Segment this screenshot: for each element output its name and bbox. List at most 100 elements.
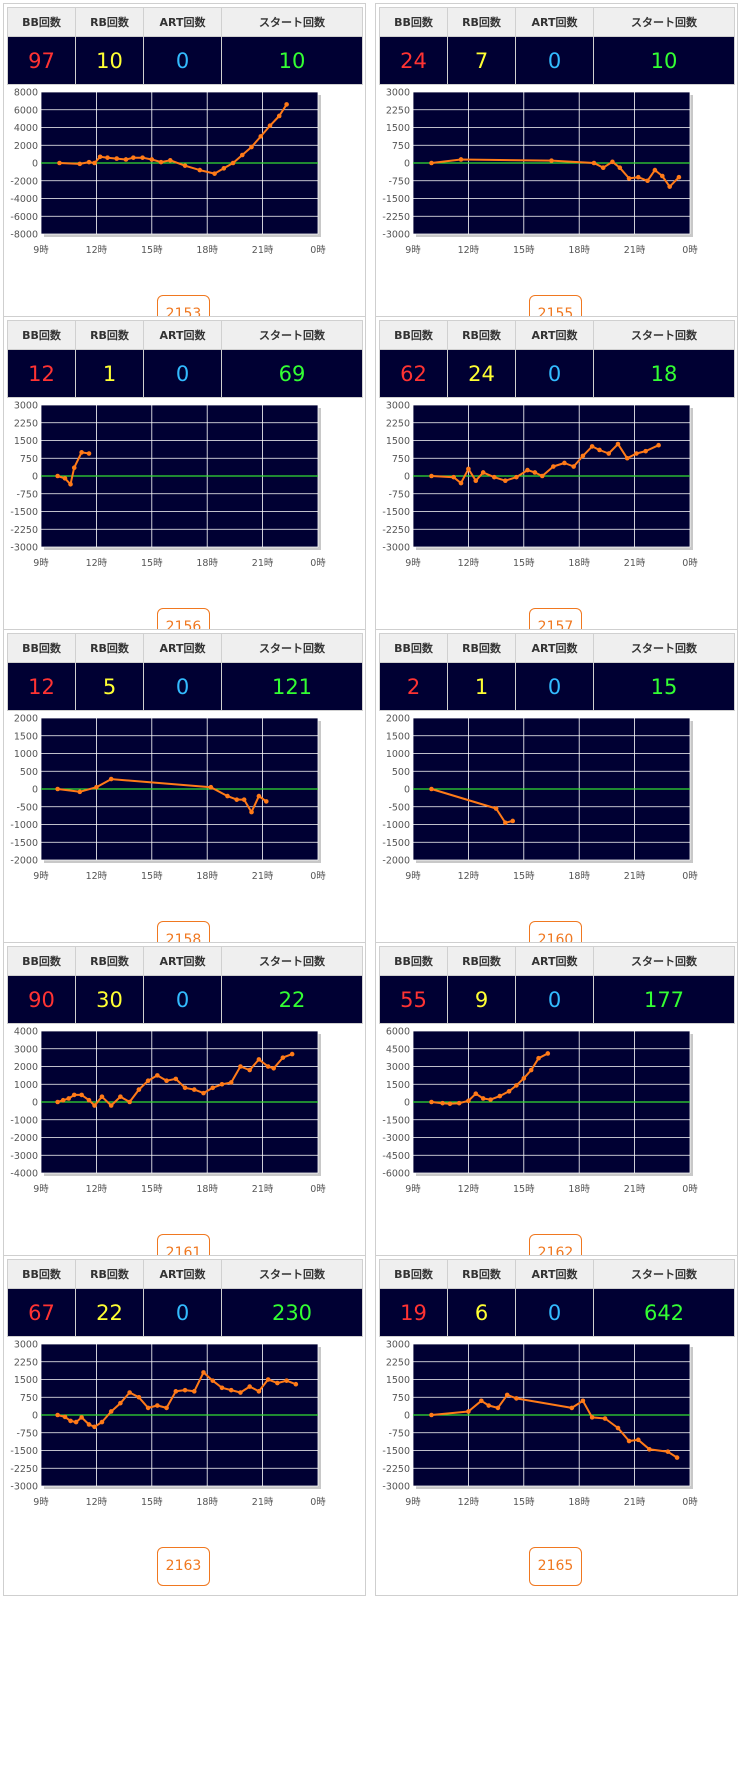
y-tick-label: 3000: [14, 1340, 38, 1351]
bb-count: 67: [7, 1288, 76, 1337]
bb-header: BB回数: [7, 7, 76, 37]
data-point: [503, 478, 508, 484]
x-tick-label: 21時: [252, 558, 274, 569]
data-point: [429, 160, 434, 166]
data-point: [201, 1090, 206, 1096]
data-point: [610, 159, 615, 165]
rb-count: 9: [447, 975, 516, 1024]
x-tick-label: 0時: [310, 245, 326, 256]
y-tick-label: 0: [404, 159, 410, 170]
start-header: スタート回数: [593, 7, 735, 37]
data-point: [258, 134, 264, 139]
data-point: [219, 1081, 225, 1087]
data-point: [140, 155, 145, 160]
x-tick-label: 0時: [682, 1497, 698, 1508]
stats-table: BB回数 RB回数 ART回数 スタート回数 2 1 0 15: [379, 633, 735, 711]
y-tick-label: 1500: [386, 1080, 410, 1091]
y-tick-label: -2000: [10, 176, 38, 187]
data-point: [634, 451, 639, 456]
machine-number-button[interactable]: 2165: [529, 1547, 582, 1586]
data-point: [532, 470, 538, 475]
data-point: [429, 473, 434, 479]
stats-table: BB回数 RB回数 ART回数 スタート回数 67 22 0 230: [7, 1259, 363, 1337]
data-point: [458, 480, 464, 486]
x-tick-label: 0時: [310, 871, 326, 882]
data-point: [208, 784, 214, 790]
rb-header: RB回数: [75, 946, 144, 976]
data-point: [647, 1447, 652, 1452]
x-tick-label: 15時: [141, 558, 163, 569]
rb-count: 6: [447, 1288, 516, 1337]
bb-count: 90: [7, 975, 76, 1024]
x-tick-label: 15時: [141, 1184, 163, 1195]
art-header: ART回数: [143, 320, 222, 350]
x-tick-label: 15時: [513, 1497, 535, 1508]
data-point: [108, 1103, 114, 1108]
y-tick-label: 3000: [386, 88, 410, 99]
machine-number-button[interactable]: 2163: [157, 1547, 210, 1586]
y-tick-label: 0: [32, 1098, 38, 1109]
start-count: 15: [593, 662, 735, 711]
data-point: [241, 797, 247, 802]
start-header: スタート回数: [221, 320, 363, 350]
x-tick-label: 15時: [141, 871, 163, 882]
stats-table: BB回数 RB回数 ART回数 スタート回数 62 24 0 18: [379, 320, 735, 398]
data-point: [60, 1097, 66, 1103]
stats-table: BB回数 RB回数 ART回数 スタート回数 90 30 0 22: [7, 946, 363, 1024]
data-point: [97, 154, 103, 160]
data-point: [210, 1378, 216, 1383]
rb-header: RB回数: [75, 1259, 144, 1289]
data-point: [429, 1412, 434, 1418]
y-tick-label: 2250: [386, 105, 410, 116]
rb-header: RB回数: [75, 633, 144, 663]
slump-graph: 3000 2250 1500 750 0 -750 -1500 -2250 -3000 9時 12時…: [10, 401, 326, 570]
data-point: [92, 160, 97, 166]
art-header: ART回数: [515, 633, 594, 663]
data-point: [221, 166, 227, 171]
y-tick-label: 1000: [14, 749, 38, 760]
y-tick-label: 2250: [386, 418, 410, 429]
y-tick-label: 1500: [14, 1375, 38, 1386]
data-point: [212, 171, 217, 176]
data-point: [55, 1412, 60, 1418]
data-point: [276, 113, 282, 119]
y-tick-label: 3000: [14, 1044, 38, 1055]
data-point: [506, 1089, 512, 1094]
slump-graph: 3000 2250 1500 750 0 -750 -1500 -2250 -3000 9時 12時…: [10, 1340, 326, 1509]
y-tick-label: 2000: [14, 1062, 38, 1073]
data-point: [284, 1378, 289, 1383]
y-tick-label: 500: [392, 767, 410, 778]
x-tick-label: 0時: [682, 245, 698, 256]
y-tick-label: 1500: [386, 436, 410, 447]
start-header: スタート回数: [593, 633, 735, 663]
data-point: [55, 473, 60, 479]
data-point: [105, 155, 110, 160]
rb-count: 22: [75, 1288, 144, 1337]
data-point: [267, 123, 273, 129]
x-tick-label: 9時: [33, 1497, 49, 1508]
data-point: [62, 1414, 68, 1420]
data-point: [571, 464, 576, 469]
x-tick-label: 0時: [682, 871, 698, 882]
x-tick-label: 18時: [196, 245, 218, 256]
y-tick-label: -3000: [382, 230, 410, 241]
x-tick-label: 21時: [624, 558, 646, 569]
y-tick-label: -1500: [10, 838, 38, 849]
y-tick-label: 3000: [386, 1062, 410, 1073]
y-tick-label: 0: [404, 785, 410, 796]
y-tick-label: -3000: [10, 1482, 38, 1493]
y-tick-label: 6000: [386, 1027, 410, 1038]
data-point: [239, 152, 245, 158]
machine-card: BB回数 RB回数 ART回数 スタート回数 97 10 0 10 8000 6000 4000 20…: [3, 3, 366, 344]
y-tick-label: -2000: [382, 856, 410, 867]
stats-table: BB回数 RB回数 ART回数 スタート回数 24 7 0 10: [379, 7, 735, 85]
data-point: [667, 184, 672, 189]
y-tick-label: 0: [32, 159, 38, 170]
y-tick-label: 750: [392, 1393, 410, 1404]
data-point: [456, 1100, 462, 1106]
y-tick-label: 2250: [14, 418, 38, 429]
x-tick-label: 12時: [86, 1184, 108, 1195]
data-point: [440, 1100, 445, 1106]
start-count: 177: [593, 975, 735, 1024]
data-point: [234, 797, 240, 802]
